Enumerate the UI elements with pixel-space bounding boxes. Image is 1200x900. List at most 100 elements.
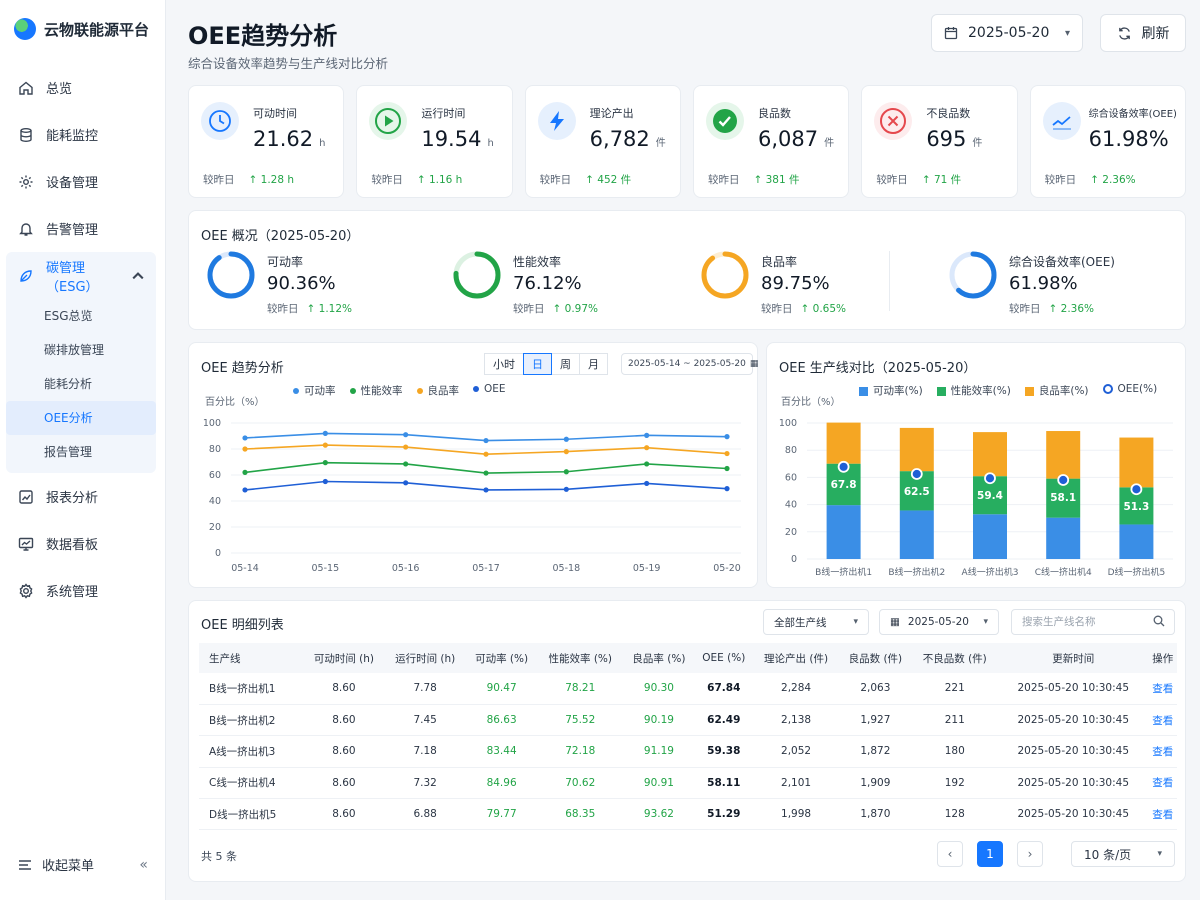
data-point[interactable] (563, 486, 569, 492)
kpi-label: 综合设备效率(OEE) (1088, 109, 1177, 120)
sidebar-sub-carbon[interactable]: 碳排放管理 (44, 343, 105, 357)
page-1-button[interactable]: 1 (977, 841, 1003, 867)
view-link[interactable]: 查看 (1148, 673, 1177, 705)
data-point[interactable] (483, 487, 489, 493)
bar-segment[interactable] (899, 427, 934, 472)
period-month[interactable]: 月 (579, 353, 608, 375)
data-point[interactable] (483, 470, 489, 476)
data-point[interactable] (563, 436, 569, 442)
next-page-button[interactable]: › (1017, 841, 1043, 867)
view-link[interactable]: 查看 (1148, 767, 1177, 800)
search-icon[interactable] (1153, 615, 1165, 627)
total-count: 共 5 条 (201, 850, 237, 863)
x-tick-label: 05-14 (231, 563, 259, 574)
view-link[interactable]: 查看 (1148, 735, 1177, 768)
data-point[interactable] (483, 451, 489, 457)
overview-label: 性能效率 (513, 255, 562, 269)
detail-date-picker[interactable]: ▦ 2025-05-20 ▾ (879, 609, 999, 635)
data-point[interactable] (483, 437, 489, 444)
data-point[interactable] (403, 444, 409, 450)
period-hour[interactable]: 小时 (484, 353, 524, 375)
kpi-unit: 件 (824, 138, 835, 149)
data-point[interactable] (322, 442, 328, 448)
oee-marker[interactable] (1057, 474, 1070, 486)
sidebar-sub-energy-analysis[interactable]: 能耗分析 (44, 377, 93, 391)
data-point[interactable] (563, 469, 569, 475)
prev-page-button[interactable]: ‹ (937, 841, 963, 867)
page-size-select[interactable]: 10 条/页 ▾ (1071, 841, 1175, 867)
sidebar-item-dashboard[interactable]: 数据看板 (6, 520, 156, 567)
oee-marker[interactable] (910, 468, 923, 480)
data-point[interactable] (242, 487, 248, 493)
sidebar-item-overview[interactable]: 总览 (6, 64, 156, 111)
data-point[interactable] (322, 430, 328, 436)
data-point[interactable] (322, 478, 328, 485)
data-point[interactable] (724, 450, 730, 457)
column-header: 性能效率 (%) (537, 643, 624, 673)
bar-segment[interactable] (899, 510, 934, 559)
bar-segment[interactable] (1119, 437, 1154, 488)
legend-item[interactable]: OEE(%) (1102, 383, 1157, 398)
kpi-compare: 较昨日 ↑ 1.16 h (371, 172, 462, 187)
data-point[interactable] (403, 461, 409, 467)
sidebar-item-alarm[interactable]: 告警管理 (6, 205, 156, 252)
data-point[interactable] (242, 446, 248, 452)
legend-item[interactable]: 良品率(%) (1024, 383, 1089, 398)
view-link[interactable]: 查看 (1148, 798, 1177, 831)
bar-segment[interactable] (1046, 431, 1081, 479)
ring-progress-arc (453, 251, 501, 299)
logo[interactable]: 云物联能源平台 (14, 18, 149, 40)
sidebar-item-energy-monitor[interactable]: 能耗监控 (6, 111, 156, 158)
data-point[interactable] (242, 435, 248, 441)
bar-segment[interactable] (826, 422, 861, 464)
data-point[interactable] (563, 449, 569, 455)
data-point[interactable] (644, 461, 650, 467)
sidebar-sub-esg-overview[interactable]: ESG总览 (44, 309, 93, 323)
line-filter-select[interactable]: 全部生产线 ▾ (763, 609, 869, 635)
bar-segment[interactable] (973, 514, 1007, 559)
oee-marker[interactable] (1130, 483, 1143, 496)
y-tick-label: 40 (785, 500, 797, 511)
data-point[interactable] (644, 480, 650, 487)
data-point[interactable] (242, 469, 248, 475)
data-point[interactable] (724, 465, 730, 472)
data-point[interactable] (644, 432, 650, 438)
oee-marker[interactable] (837, 460, 850, 473)
sidebar-sub-report[interactable]: 报告管理 (44, 445, 93, 459)
date-range-picker[interactable]: 2025-05-14 ~ 2025-05-20 ▦ (621, 353, 758, 375)
sidebar-item-device[interactable]: 设备管理 (6, 158, 156, 205)
overview-delta: ↑ 2.36% (1048, 303, 1095, 315)
sidebar-item-report-analysis[interactable]: 报表分析 (6, 473, 156, 520)
oee-marker[interactable] (984, 472, 996, 485)
data-point[interactable] (724, 486, 730, 492)
data-point[interactable] (644, 445, 650, 451)
data-point[interactable] (322, 460, 328, 466)
refresh-button[interactable]: 刷新 (1100, 14, 1186, 52)
date-picker[interactable]: 2025-05-20 ▾ (931, 14, 1083, 52)
sidebar-item-system[interactable]: 系统管理 (6, 567, 156, 614)
view-link[interactable]: 查看 (1148, 704, 1177, 737)
legend-item[interactable]: 可动率(%) (859, 383, 923, 398)
bar-segment[interactable] (1119, 524, 1154, 559)
data-point[interactable] (403, 432, 409, 438)
legend-item[interactable]: 性能效率 (349, 383, 403, 398)
legend-item[interactable]: OEE (473, 383, 506, 398)
overview-value: 61.98% (1009, 273, 1078, 294)
table-cell: 2025-05-20 10:30:45 (997, 735, 1149, 768)
legend-item[interactable]: 性能效率(%) (936, 383, 1011, 398)
x-tick-label: B线一挤出机2 (888, 566, 945, 578)
data-point[interactable] (724, 434, 730, 440)
period-day[interactable]: 日 (523, 353, 552, 375)
sidebar-sub-oee[interactable]: OEE分析 (6, 401, 156, 435)
collapse-menu-button[interactable]: 收起菜单 « (18, 855, 148, 874)
overview-value: 76.12% (513, 273, 582, 294)
bar-segment[interactable] (973, 432, 1007, 477)
bar-segment[interactable] (1046, 517, 1081, 559)
data-point[interactable] (403, 480, 409, 486)
search-input[interactable] (1011, 609, 1175, 635)
overview-compare: 较昨日 ↑ 1.12% (267, 301, 352, 316)
sidebar-item-esg[interactable]: 碳管理（ESG） (6, 252, 156, 299)
legend-item[interactable]: 良品率 (416, 383, 459, 398)
bar-segment[interactable] (826, 505, 861, 559)
legend-item[interactable]: 可动率 (293, 383, 336, 398)
